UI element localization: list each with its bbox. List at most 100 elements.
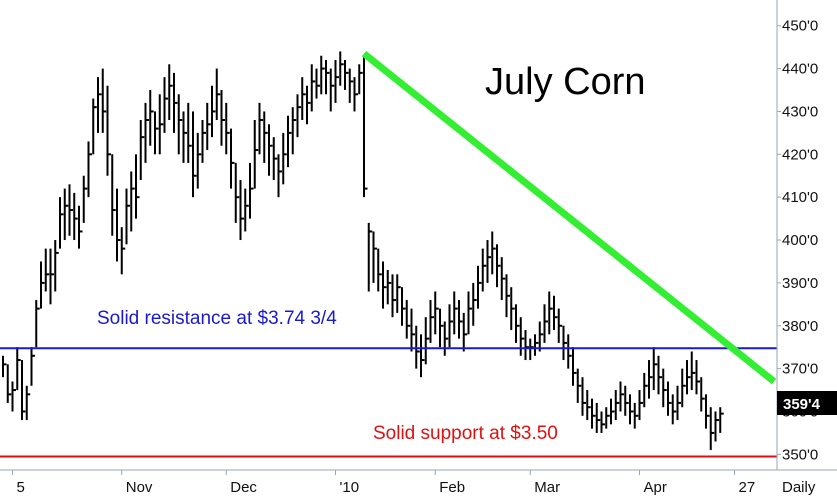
price-bar bbox=[111, 154, 116, 236]
price-bar bbox=[386, 270, 392, 305]
price-bar bbox=[339, 51, 344, 86]
price-bar bbox=[44, 248, 50, 292]
price-bar bbox=[6, 364, 12, 403]
price-bar bbox=[524, 330, 529, 361]
price-axis-tick-label: 440'0 bbox=[782, 61, 818, 78]
price-bar bbox=[529, 338, 534, 361]
price-bar bbox=[467, 291, 472, 335]
price-bar bbox=[543, 304, 548, 343]
price-bar bbox=[553, 295, 558, 331]
price-bar bbox=[534, 334, 539, 356]
price-bar bbox=[652, 347, 658, 391]
price-bar bbox=[215, 68, 221, 121]
price-bar bbox=[695, 360, 700, 395]
price-bar bbox=[443, 321, 449, 356]
price-axis-tick-label: 410'0 bbox=[782, 189, 818, 206]
bars-layer bbox=[2, 51, 724, 451]
price-bar bbox=[282, 132, 287, 185]
time-axis-tick-label: Apr bbox=[644, 479, 667, 496]
price-axis-tick-label: 350'0 bbox=[782, 446, 818, 463]
time-axis-tick-label: Feb bbox=[439, 479, 465, 496]
price-bar bbox=[572, 347, 577, 386]
price-axis-tick-label: 380'0 bbox=[782, 318, 818, 335]
price-bar bbox=[633, 402, 639, 429]
price-bar bbox=[624, 385, 629, 416]
price-bar bbox=[391, 274, 396, 318]
price-bar bbox=[344, 60, 349, 91]
price-bar bbox=[619, 381, 624, 412]
price-bar bbox=[420, 334, 425, 378]
price-bar bbox=[605, 407, 610, 429]
price-bar bbox=[382, 261, 387, 309]
price-bar bbox=[396, 274, 401, 313]
price-bar bbox=[310, 64, 316, 112]
price-bar bbox=[681, 368, 686, 408]
price-axis-tick-label: 450'0 bbox=[782, 18, 818, 35]
price-bar bbox=[201, 120, 206, 163]
downtrend-line bbox=[361, 50, 777, 385]
period-label: Daily bbox=[782, 479, 816, 496]
price-bar bbox=[196, 132, 202, 189]
price-axis-tick-label: 390'0 bbox=[782, 275, 818, 292]
price-bar bbox=[372, 231, 377, 283]
price-bar bbox=[481, 248, 487, 292]
price-bar bbox=[258, 102, 263, 155]
price-bar bbox=[329, 68, 335, 112]
price-bar bbox=[192, 111, 197, 198]
price-bar bbox=[16, 347, 21, 391]
price-bar bbox=[301, 77, 306, 121]
price-bar bbox=[567, 334, 572, 369]
price-bar bbox=[714, 411, 719, 442]
price-bar bbox=[49, 248, 54, 305]
support-annotation: Solid support at $3.50 bbox=[373, 423, 558, 444]
price-bar bbox=[486, 240, 491, 283]
time-axis-tick-label: '10 bbox=[340, 479, 360, 496]
price-bar bbox=[54, 240, 59, 292]
price-bar bbox=[139, 120, 145, 181]
price-bar bbox=[415, 325, 420, 369]
price-bar bbox=[59, 197, 64, 249]
price-axis-tick-label: 370'0 bbox=[782, 361, 818, 378]
price-bar bbox=[78, 205, 83, 249]
price-bar bbox=[586, 390, 591, 421]
price-bar bbox=[272, 137, 278, 181]
price-bar bbox=[686, 360, 691, 395]
price-bar bbox=[291, 107, 297, 155]
price-bar bbox=[614, 390, 620, 421]
price-bar bbox=[500, 257, 506, 301]
price-bar bbox=[73, 192, 78, 241]
price-bar bbox=[576, 368, 582, 403]
price-bar bbox=[510, 287, 515, 331]
price-bar bbox=[334, 60, 339, 103]
price-bar bbox=[505, 274, 510, 318]
price-bar bbox=[287, 115, 292, 168]
price-bar bbox=[239, 180, 244, 241]
price-bar bbox=[21, 360, 26, 421]
price-bar bbox=[320, 55, 325, 95]
price-bar bbox=[629, 394, 634, 425]
price-bar bbox=[182, 111, 187, 163]
price-bar bbox=[277, 154, 282, 198]
chart-title: July Corn bbox=[485, 61, 646, 103]
price-bar bbox=[234, 162, 240, 223]
time-axis-tick-label: Mar bbox=[534, 479, 560, 496]
price-bar bbox=[263, 111, 268, 163]
price-bar bbox=[548, 291, 553, 335]
price-bar bbox=[125, 188, 130, 245]
price-bar bbox=[353, 77, 358, 112]
price-bar bbox=[325, 60, 330, 95]
price-bar bbox=[562, 325, 567, 361]
price-bar bbox=[709, 407, 715, 451]
price-bar bbox=[68, 184, 73, 236]
price-bar bbox=[377, 248, 382, 292]
price-bar bbox=[595, 402, 601, 433]
price-bar bbox=[2, 355, 7, 378]
price-bar bbox=[439, 308, 444, 348]
price-bar bbox=[135, 154, 140, 219]
time-axis-tick-label: 5 bbox=[17, 479, 25, 496]
price-bar bbox=[610, 398, 615, 425]
price-bar bbox=[35, 300, 40, 348]
price-bar bbox=[82, 175, 88, 223]
price-bar bbox=[97, 77, 102, 133]
price-bar bbox=[154, 111, 159, 155]
